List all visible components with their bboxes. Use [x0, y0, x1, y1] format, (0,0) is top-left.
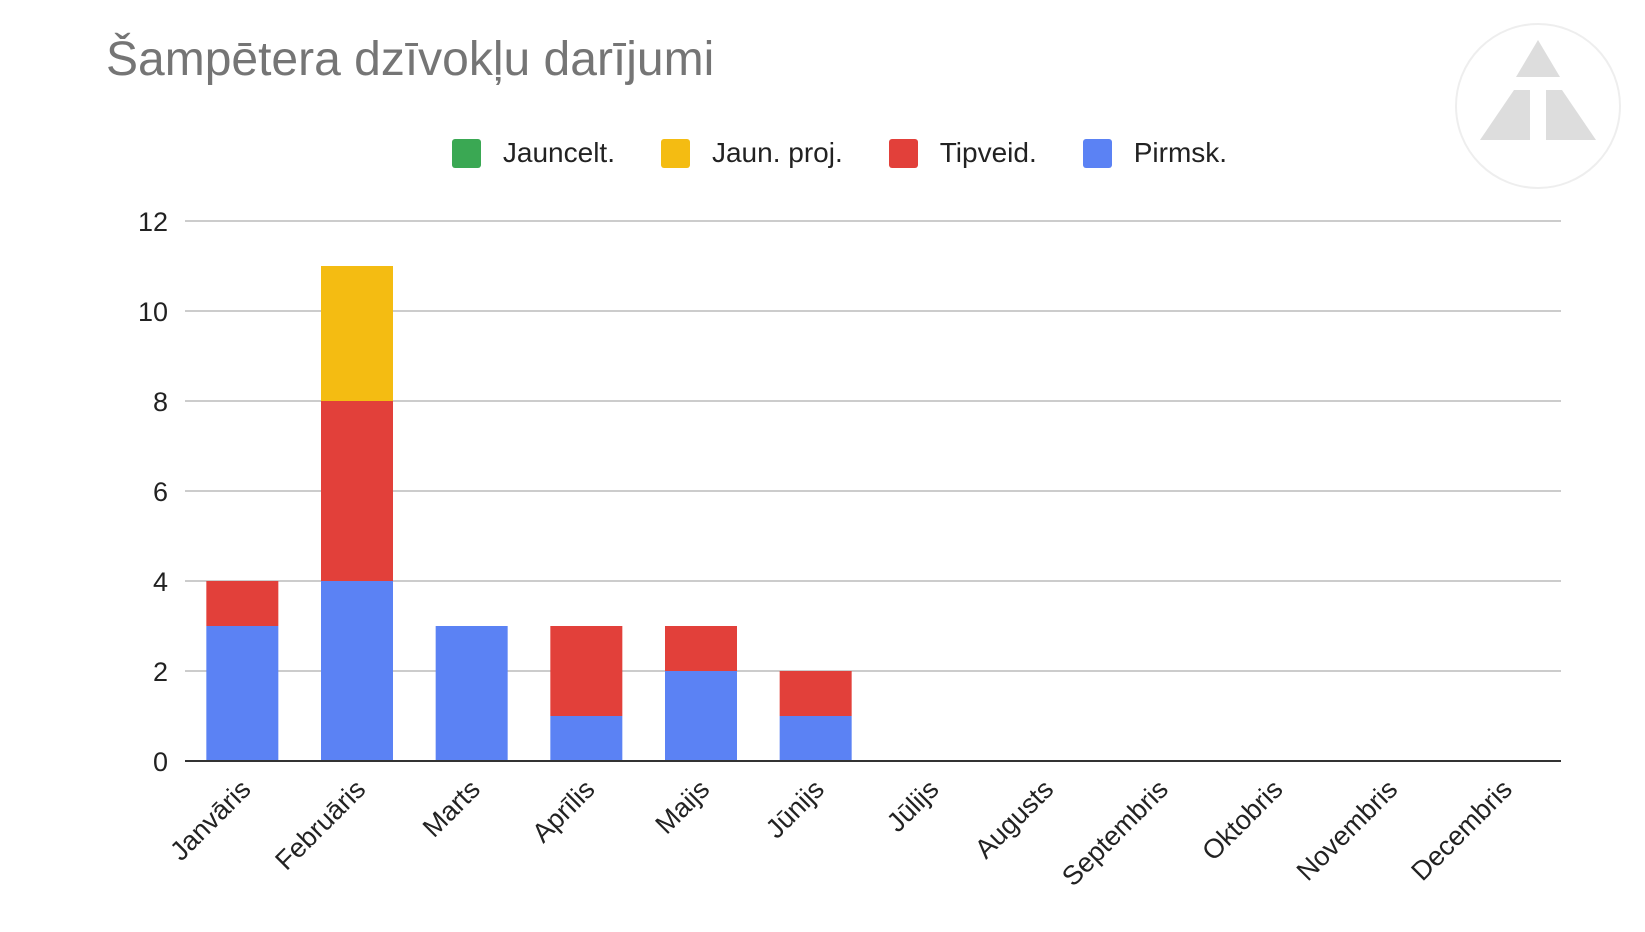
legend-item: Pirmsk.: [1082, 137, 1228, 169]
x-tick-label: Maijs: [649, 774, 715, 840]
bar-segment: [779, 716, 852, 761]
legend-swatch: [451, 138, 481, 168]
bar-segment: [779, 671, 852, 716]
y-tick-label: 12: [138, 207, 168, 237]
legend-swatch: [660, 138, 690, 168]
bar-segment: [665, 671, 737, 761]
triangle-logo-icon: [1455, 23, 1621, 189]
y-tick-label: 0: [153, 747, 168, 777]
y-tick-label: 8: [153, 387, 168, 417]
x-tick-label: Novembris: [1291, 774, 1403, 886]
bar-segment: [435, 626, 508, 761]
bar-segment: [550, 716, 623, 761]
bar-segment: [665, 626, 737, 671]
x-tick-label: Decembris: [1405, 774, 1517, 886]
legend-item: Jaun. proj.: [660, 137, 843, 169]
x-tick-label: Jūlijs: [881, 774, 945, 838]
legend-label: Pirmsk.: [1133, 137, 1228, 168]
legend: Jauncelt. Jaun. proj. Tipveid. Pirmsk.: [0, 133, 1645, 173]
bar-segment: [321, 401, 393, 581]
legend-item: Jauncelt.: [451, 137, 615, 169]
legend-item: Tipveid.: [888, 137, 1037, 169]
bar-segment: [321, 266, 393, 401]
legend-label: Jauncelt.: [502, 137, 615, 168]
y-tick-label: 6: [153, 477, 168, 507]
legend-label: Tipveid.: [939, 137, 1037, 168]
x-tick-label: Marts: [417, 774, 486, 843]
x-tick-label: Oktobris: [1196, 774, 1288, 866]
legend-swatch: [1082, 138, 1112, 168]
bar-segment: [550, 626, 623, 716]
legend-label: Jaun. proj.: [711, 137, 843, 168]
bar-segment: [321, 581, 393, 761]
bar-segment: [206, 626, 279, 761]
x-tick-label: Februāris: [269, 774, 371, 876]
bar-segment: [206, 581, 279, 626]
y-tick-label: 10: [138, 297, 168, 327]
chart-title: Šampētera dzīvokļu darījumi: [106, 33, 715, 86]
x-tick-label: Janvāris: [164, 774, 256, 866]
y-tick-label: 2: [153, 657, 168, 687]
x-tick-label: Jūnijs: [760, 774, 830, 844]
y-tick-label: 4: [153, 567, 168, 597]
legend-swatch: [888, 138, 918, 168]
x-tick-label: Septembris: [1056, 774, 1174, 892]
x-tick-label: Aprīlis: [526, 774, 600, 848]
x-tick-label: Augusts: [969, 774, 1059, 864]
